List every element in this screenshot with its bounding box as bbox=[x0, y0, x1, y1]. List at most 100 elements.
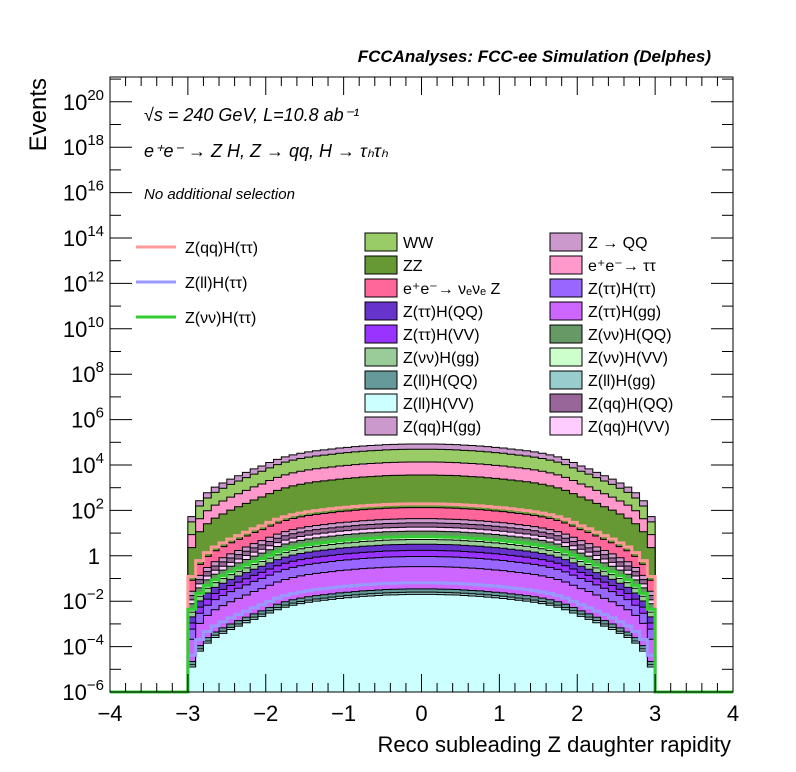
legend-label: Z(ττ)H(gg) bbox=[588, 304, 661, 321]
y-tick-base: 10 bbox=[63, 226, 87, 251]
legend-label: e⁺e⁻→ νₑνₑ Z bbox=[403, 281, 500, 298]
y-tick-exponent: −2 bbox=[87, 586, 104, 603]
legend-swatch bbox=[549, 255, 583, 275]
y-tick-base: 10 bbox=[71, 453, 95, 478]
y-tick-exponent: 2 bbox=[96, 495, 104, 512]
legend-label: Z(νν)H(VV) bbox=[588, 350, 668, 367]
legend-swatch bbox=[364, 347, 398, 367]
y-tick-exponent: 4 bbox=[96, 450, 104, 467]
chart-header: FCCAnalyses: FCC-ee Simulation (Delphes) bbox=[358, 47, 712, 66]
y-tick-label: 108 bbox=[71, 359, 104, 387]
y-tick-label: 1 bbox=[88, 544, 100, 569]
y-tick-label: 1012 bbox=[63, 268, 104, 296]
legend-swatch bbox=[364, 416, 398, 436]
y-tick-base: 10 bbox=[63, 271, 87, 296]
legend-label: Z(ll)H(QQ) bbox=[403, 373, 478, 390]
y-tick-label: 10−2 bbox=[62, 586, 104, 614]
legend-swatch bbox=[364, 232, 398, 252]
legend-swatch bbox=[364, 370, 398, 390]
annotation-energy-lumi: √s = 240 GeV, L=10.8 ab⁻¹ bbox=[144, 105, 359, 125]
legend-label: Z(ll)H(VV) bbox=[403, 396, 474, 413]
y-tick-base: 10 bbox=[62, 635, 86, 660]
legend-swatch bbox=[549, 370, 583, 390]
x-tick-label: −1 bbox=[331, 701, 356, 726]
legend-swatch bbox=[364, 255, 398, 275]
legend-label: Z(νν)H(ττ) bbox=[185, 310, 256, 327]
legend-label: Z(ll)H(ττ) bbox=[185, 275, 247, 292]
legend-label: Z(qq)H(ττ) bbox=[185, 240, 258, 257]
legend-label: Z(qq)H(gg) bbox=[403, 419, 481, 436]
y-tick-label: 1018 bbox=[63, 132, 104, 160]
legend-label: Z(ττ)H(QQ) bbox=[403, 304, 483, 321]
legend-swatch bbox=[549, 301, 583, 321]
legend-swatch bbox=[549, 232, 583, 252]
y-tick-exponent: 10 bbox=[87, 314, 104, 331]
y-axis-title: Events bbox=[25, 78, 52, 151]
y-tick-label: 106 bbox=[71, 405, 104, 433]
y-tick-label: 1016 bbox=[63, 178, 104, 206]
y-tick-exponent: 12 bbox=[87, 268, 104, 285]
legend-swatch bbox=[549, 416, 583, 436]
legend-label: Z(qq)H(VV) bbox=[588, 419, 670, 436]
x-tick-label: −2 bbox=[253, 701, 278, 726]
legend-label: Z → QQ bbox=[588, 235, 648, 252]
y-tick-exponent: 8 bbox=[96, 359, 104, 376]
legend-label: ZZ bbox=[403, 258, 423, 275]
annotation-process: e⁺e⁻ → Z H, Z → qq, H → τₕτₕ bbox=[144, 141, 389, 161]
legend-swatch bbox=[364, 278, 398, 298]
y-tick-exponent: −4 bbox=[87, 632, 104, 649]
y-tick-exponent: 20 bbox=[87, 87, 104, 104]
legend-label: e⁺e⁻→ ττ bbox=[588, 258, 656, 275]
y-tick-label: 10−4 bbox=[62, 632, 104, 660]
y-tick-base: 10 bbox=[63, 317, 87, 342]
legend-swatch bbox=[549, 324, 583, 344]
signal-line-0 bbox=[110, 502, 733, 694]
x-tick-label: −4 bbox=[97, 701, 122, 726]
y-tick-base: 10 bbox=[62, 680, 86, 705]
y-tick-label: 10−6 bbox=[62, 677, 104, 705]
y-tick-exponent: −6 bbox=[87, 677, 104, 694]
y-tick-label: 1014 bbox=[63, 223, 104, 251]
y-tick-exponent: 18 bbox=[87, 132, 104, 149]
y-tick-base: 10 bbox=[63, 181, 87, 206]
legend-label: Z(νν)H(gg) bbox=[403, 350, 479, 367]
y-tick-base: 10 bbox=[63, 90, 87, 115]
y-tick-base: 10 bbox=[62, 589, 86, 614]
y-tick-exponent: 14 bbox=[87, 223, 104, 240]
legend-label: Z(νν)H(QQ) bbox=[588, 327, 672, 344]
legend-swatch bbox=[549, 347, 583, 367]
legend-label: Z(qq)H(QQ) bbox=[588, 396, 673, 413]
legend-swatch bbox=[364, 393, 398, 413]
y-tick-label: 1010 bbox=[63, 314, 104, 342]
legend-swatch bbox=[364, 301, 398, 321]
x-tick-label: 0 bbox=[415, 701, 427, 726]
legend-label: Z(ll)H(gg) bbox=[588, 373, 656, 390]
x-tick-label: 3 bbox=[649, 701, 661, 726]
stack-layer-0 bbox=[187, 593, 656, 693]
x-tick-label: −3 bbox=[175, 701, 200, 726]
legend-label: Z(ττ)H(ττ) bbox=[588, 281, 656, 298]
y-tick-base: 10 bbox=[71, 498, 95, 523]
signal-line-2 bbox=[110, 535, 733, 694]
y-tick-base: 10 bbox=[63, 135, 87, 160]
y-tick-base: 10 bbox=[71, 362, 95, 387]
y-tick-base: 10 bbox=[71, 408, 95, 433]
legend-label: WW bbox=[403, 235, 434, 252]
x-axis-title: Reco subleading Z daughter rapidity bbox=[378, 732, 731, 757]
x-tick-label: 1 bbox=[493, 701, 505, 726]
annotation-selection: No additional selection bbox=[144, 186, 295, 203]
y-tick-exponent: 6 bbox=[96, 405, 104, 422]
stack-layers bbox=[187, 443, 656, 693]
x-tick-label: 4 bbox=[727, 701, 739, 726]
legend-label: Z(ττ)H(VV) bbox=[403, 327, 480, 344]
y-tick-exponent: 16 bbox=[87, 178, 104, 195]
legend-swatch bbox=[549, 278, 583, 298]
y-tick-label: 104 bbox=[71, 450, 104, 478]
y-tick-label: 1020 bbox=[63, 87, 104, 115]
y-tick-label: 102 bbox=[71, 495, 104, 523]
legend-swatch bbox=[364, 324, 398, 344]
signal-line-1 bbox=[110, 581, 733, 694]
x-tick-label: 2 bbox=[571, 701, 583, 726]
legend-swatch bbox=[549, 393, 583, 413]
